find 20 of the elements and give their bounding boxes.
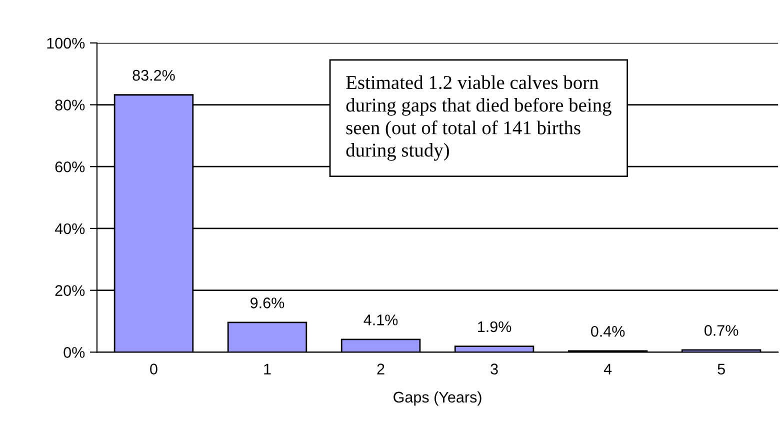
y-tick-label: 40% [54, 223, 85, 234]
x-tick-label: 0 [150, 364, 158, 374]
x-tick-label: 5 [718, 364, 725, 374]
data-label: 0.7% [704, 325, 738, 336]
y-tick-label: 80% [55, 100, 85, 110]
x-axis-title: Gaps (Years) [394, 391, 482, 406]
data-label: 0.4% [590, 326, 625, 337]
y-tick-label: 0% [64, 347, 85, 358]
x-tick-label: 2 [377, 364, 384, 374]
data-label: 1.9% [478, 321, 512, 332]
data-label: 4.1% [364, 314, 398, 326]
annotation: Estimated 1.2 viable calves born during gaps that died before being seen (out of total of 141 births during study) [346, 75, 612, 161]
x-tick-label: 3 [490, 364, 498, 374]
data-label: 9.6% [250, 298, 284, 308]
y-tick-label: 60% [55, 161, 85, 172]
x-tick-label: 1 [264, 364, 271, 374]
y-tick-label: 100% [47, 38, 85, 49]
x-tick-label: 4 [604, 364, 612, 374]
y-tick-label: 20% [55, 285, 85, 296]
data-label: 83.2% [132, 70, 175, 81]
